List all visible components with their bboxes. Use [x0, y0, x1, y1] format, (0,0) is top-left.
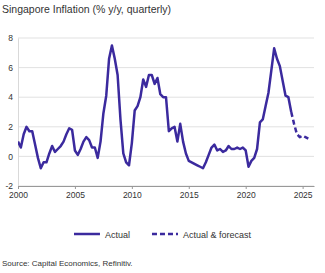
series-line	[291, 112, 308, 139]
legend-label: Actual & forecast	[183, 230, 252, 240]
grid	[18, 38, 314, 186]
series-line	[18, 45, 291, 168]
grid-line	[18, 38, 314, 39]
x-tick: 2020	[237, 186, 256, 200]
x-tick-mark	[303, 186, 304, 189]
x-tick-label: 2020	[237, 190, 256, 200]
y-tick: 6	[8, 63, 18, 73]
x-tick-label: 2010	[123, 190, 142, 200]
y-tick-label: 6	[8, 63, 13, 73]
x-tick-mark	[246, 186, 247, 189]
x-tick-mark	[75, 186, 76, 189]
x-tick-label: 2000	[9, 190, 28, 200]
legend-label: Actual	[105, 230, 130, 240]
title: Singapore Inflation (% y/y, quarterly)	[2, 3, 171, 15]
y-tick-label: 8	[8, 33, 13, 43]
x-tick-label: 2005	[66, 190, 85, 200]
x-tick-label: 2025	[294, 190, 313, 200]
grid-line	[18, 67, 314, 68]
legend-item: Actual & forecast	[152, 230, 252, 240]
y-tick: 0	[8, 152, 18, 162]
y-axis: -202468	[5, 33, 18, 191]
source: Source: Capital Economics, Refinitiv.	[2, 259, 133, 268]
y-tick-label: 2	[8, 122, 13, 132]
x-tick-mark	[132, 186, 133, 189]
y-tick-label: 4	[8, 92, 13, 102]
y-tick-label: 0	[8, 152, 13, 162]
x-axis-line	[19, 186, 315, 187]
y-axis-line	[18, 39, 19, 187]
legend: Actual Actual & forecast	[74, 230, 252, 240]
x-tick: 2010	[123, 186, 142, 200]
grid-line	[18, 156, 314, 157]
y-tick: 8	[8, 33, 18, 43]
x-tick: 2015	[180, 186, 199, 200]
y-tick: 4	[8, 92, 18, 102]
grid-line	[18, 126, 314, 127]
x-tick-label: 2015	[180, 190, 199, 200]
x-tick: 2025	[294, 186, 313, 200]
legend-swatch	[74, 233, 100, 236]
plot-area	[18, 45, 308, 168]
x-tick: 2005	[66, 186, 85, 200]
chart: Singapore Inflation (% y/y, quarterly)-2…	[0, 0, 325, 273]
x-tick-mark	[18, 186, 19, 189]
legend-item: Actual	[74, 230, 130, 240]
grid-line	[18, 186, 314, 187]
x-axis: 2000 2005 2010 2015 2020 2025	[9, 186, 314, 200]
x-tick: 2000	[9, 186, 28, 200]
y-tick: 2	[8, 122, 18, 132]
legend-swatch	[152, 233, 178, 236]
x-tick-mark	[189, 186, 190, 189]
